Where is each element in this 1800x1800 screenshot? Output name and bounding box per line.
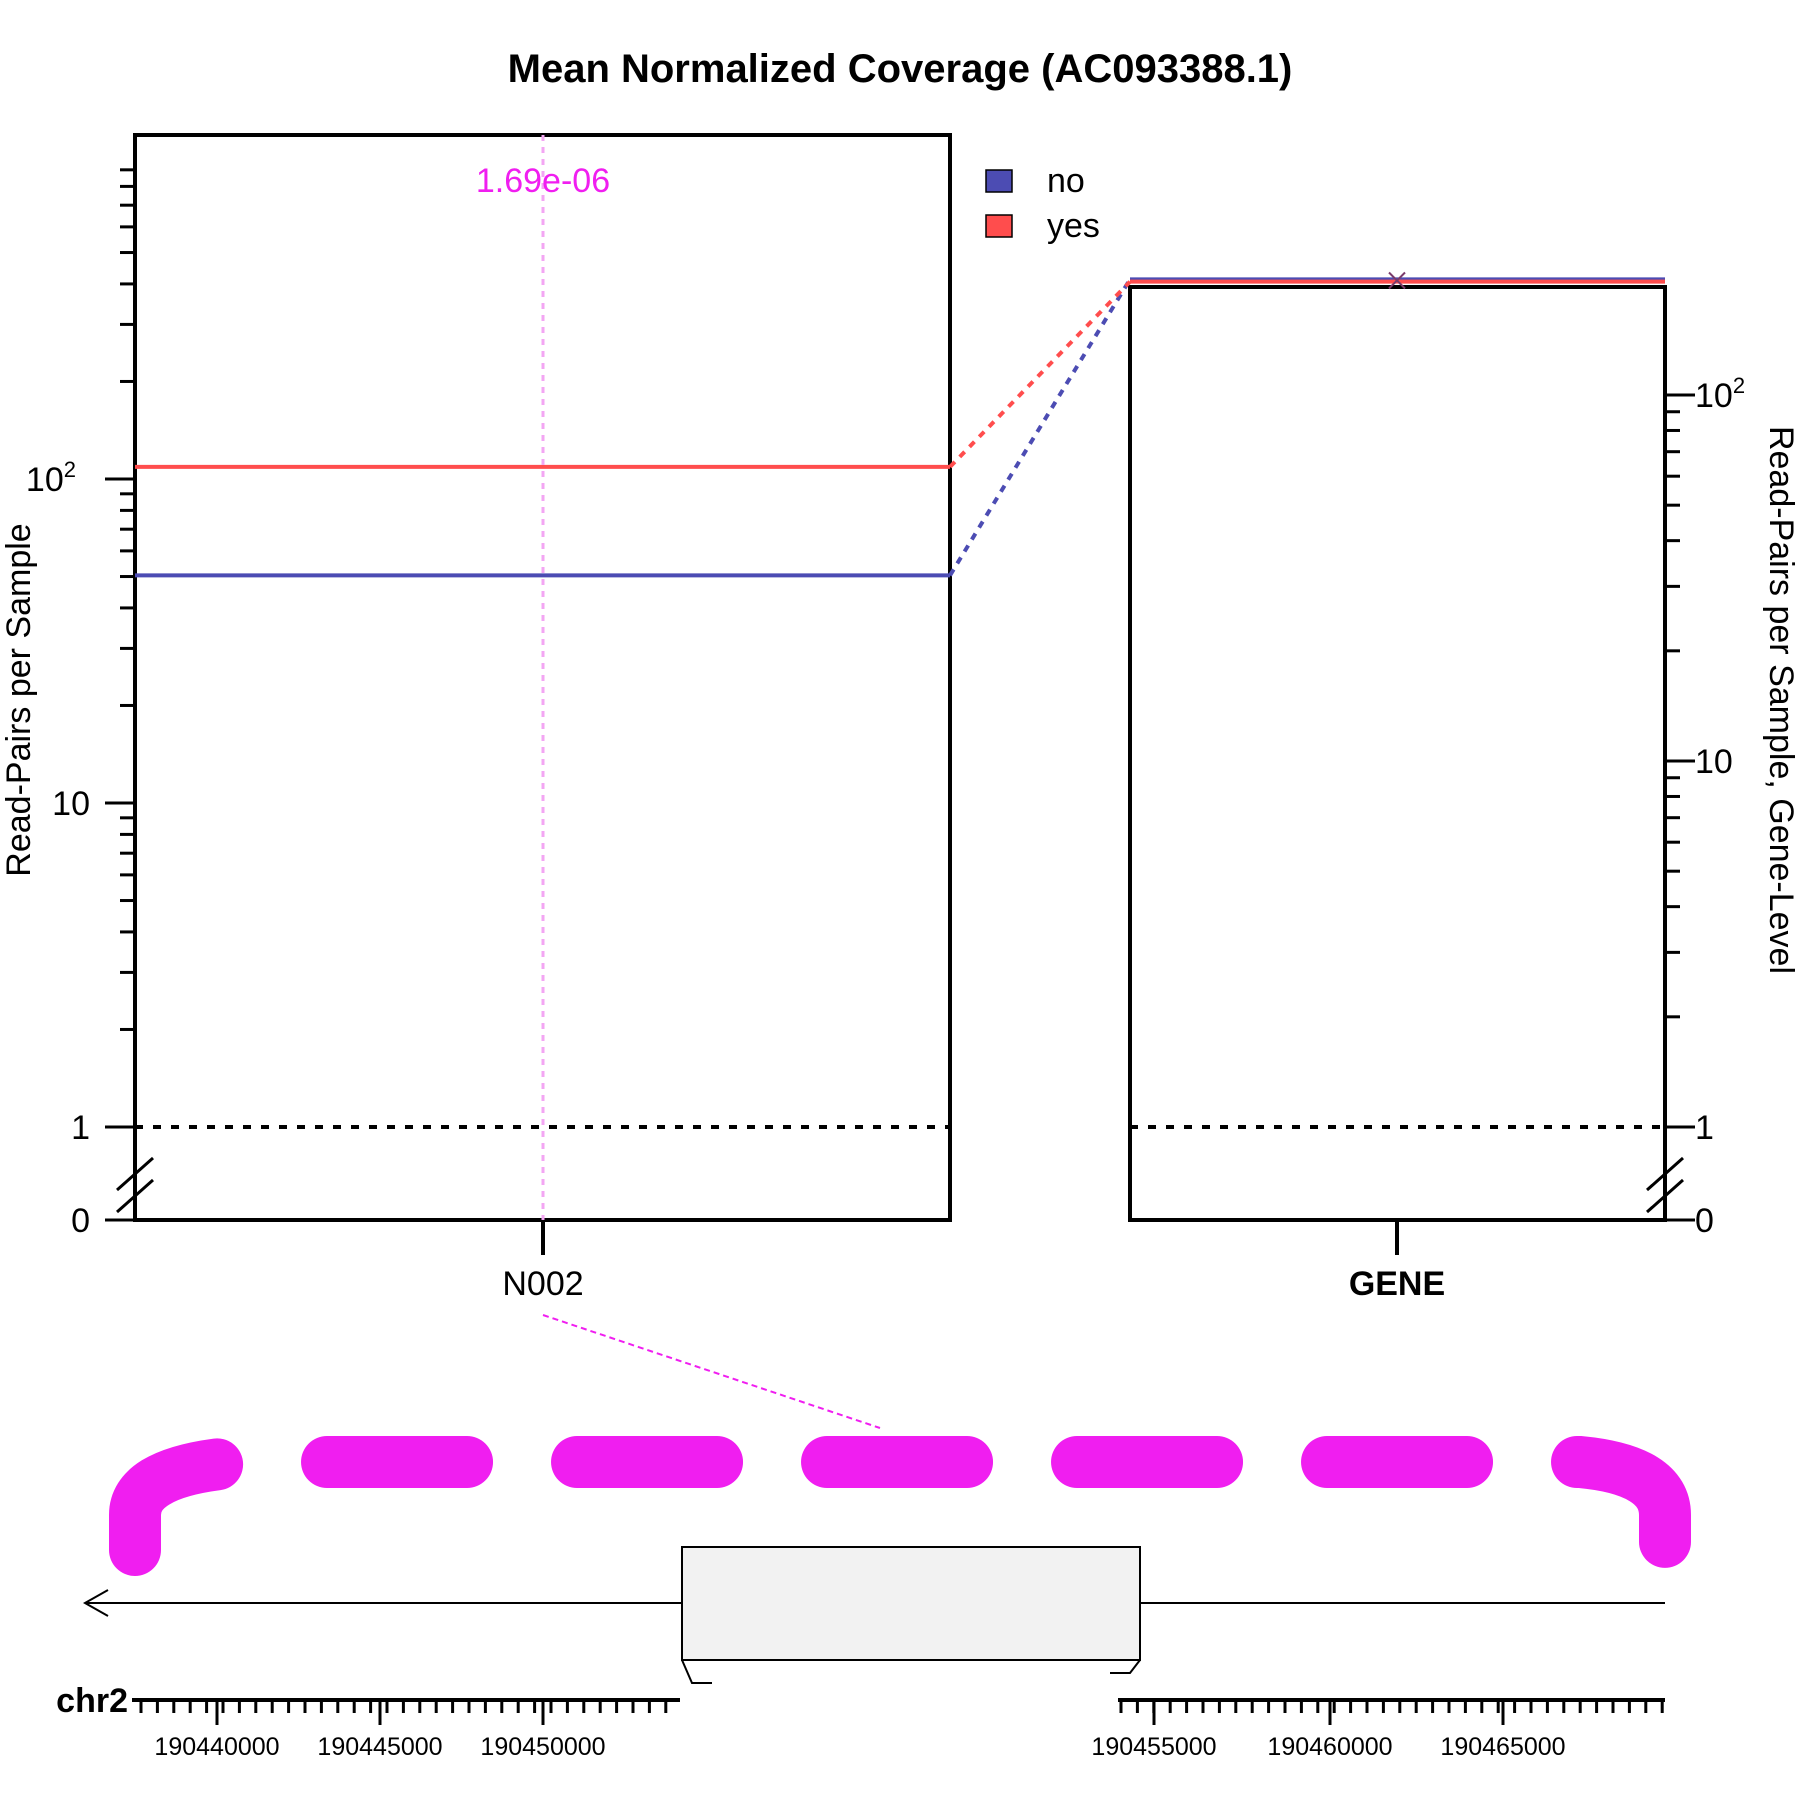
strand-arrow-icon <box>82 1589 109 1617</box>
genomic-tick-label: 190465000 <box>1440 1733 1565 1761</box>
y-tick-label: 10 <box>1695 743 1733 781</box>
junction-connector <box>542 1314 881 1429</box>
y-tick-label: 102 <box>26 457 76 499</box>
y-axis-label: Read-Pairs per Sample, Gene-Level <box>1762 426 1800 974</box>
panel-connectors <box>948 278 1132 577</box>
exon-bracket <box>681 1659 712 1684</box>
y-axis-label: Read-Pairs per Sample <box>0 523 38 876</box>
legend: no yes <box>985 162 1100 245</box>
genomic-tick-label: 190455000 <box>1091 1733 1216 1761</box>
y-tick-superscript: 2 <box>64 457 76 482</box>
y-tick-label: 0 <box>71 1202 90 1240</box>
legend-swatch-no <box>985 169 1013 193</box>
axis-break-mark <box>1646 1156 1684 1192</box>
gene-coverage-panel: Read-Pairs per Sample, Gene-Level GENE 0 1 1… <box>1128 271 1800 1303</box>
genome-track: chr2 190440000 190445000 190450000 190455000… <box>56 1314 1691 1761</box>
genomic-tick-label: 190460000 <box>1267 1733 1392 1761</box>
y-tick-label: 1 <box>71 1109 90 1147</box>
legend-label-yes: yes <box>1047 207 1100 245</box>
pvalue-annotation: 1.69e-06 <box>476 162 610 200</box>
connector-yes <box>948 280 1132 469</box>
y-tick-label: 10 <box>52 785 90 823</box>
panel-frame <box>1128 285 1667 1222</box>
x-tick-label: N002 <box>502 1265 583 1303</box>
axis-break-mark <box>116 1156 154 1192</box>
chromosome-label: chr2 <box>56 1682 128 1720</box>
y-tick-label: 0 <box>1695 1202 1714 1240</box>
junction-coverage-panel: 0 1 10 102 Read-Pairs per Sample N002 1.69e-06 <box>0 133 952 1303</box>
genomic-tick-label: 190450000 <box>480 1733 605 1761</box>
axis-break-mark <box>116 1178 154 1214</box>
genomic-tick-label: 190440000 <box>154 1733 279 1761</box>
exon-bracket <box>1110 1659 1141 1674</box>
x-tick-label: GENE <box>1349 1265 1445 1303</box>
y-tick-superscript: 2 <box>1733 373 1745 398</box>
legend-swatch-yes <box>985 214 1013 238</box>
gene-point-marker <box>1388 271 1406 290</box>
junction-arc <box>109 1436 1691 1576</box>
legend-label-no: no <box>1047 162 1085 200</box>
chart-title: Mean Normalized Coverage (AC093388.1) <box>508 47 1293 91</box>
connector-no <box>948 278 1132 577</box>
genomic-tick-label: 190445000 <box>317 1733 442 1761</box>
exon-box <box>681 1546 1141 1661</box>
y-tick-label: 102 <box>1695 373 1745 415</box>
y-tick-label: 1 <box>1695 1109 1714 1147</box>
axis-break-mark <box>1646 1178 1684 1214</box>
